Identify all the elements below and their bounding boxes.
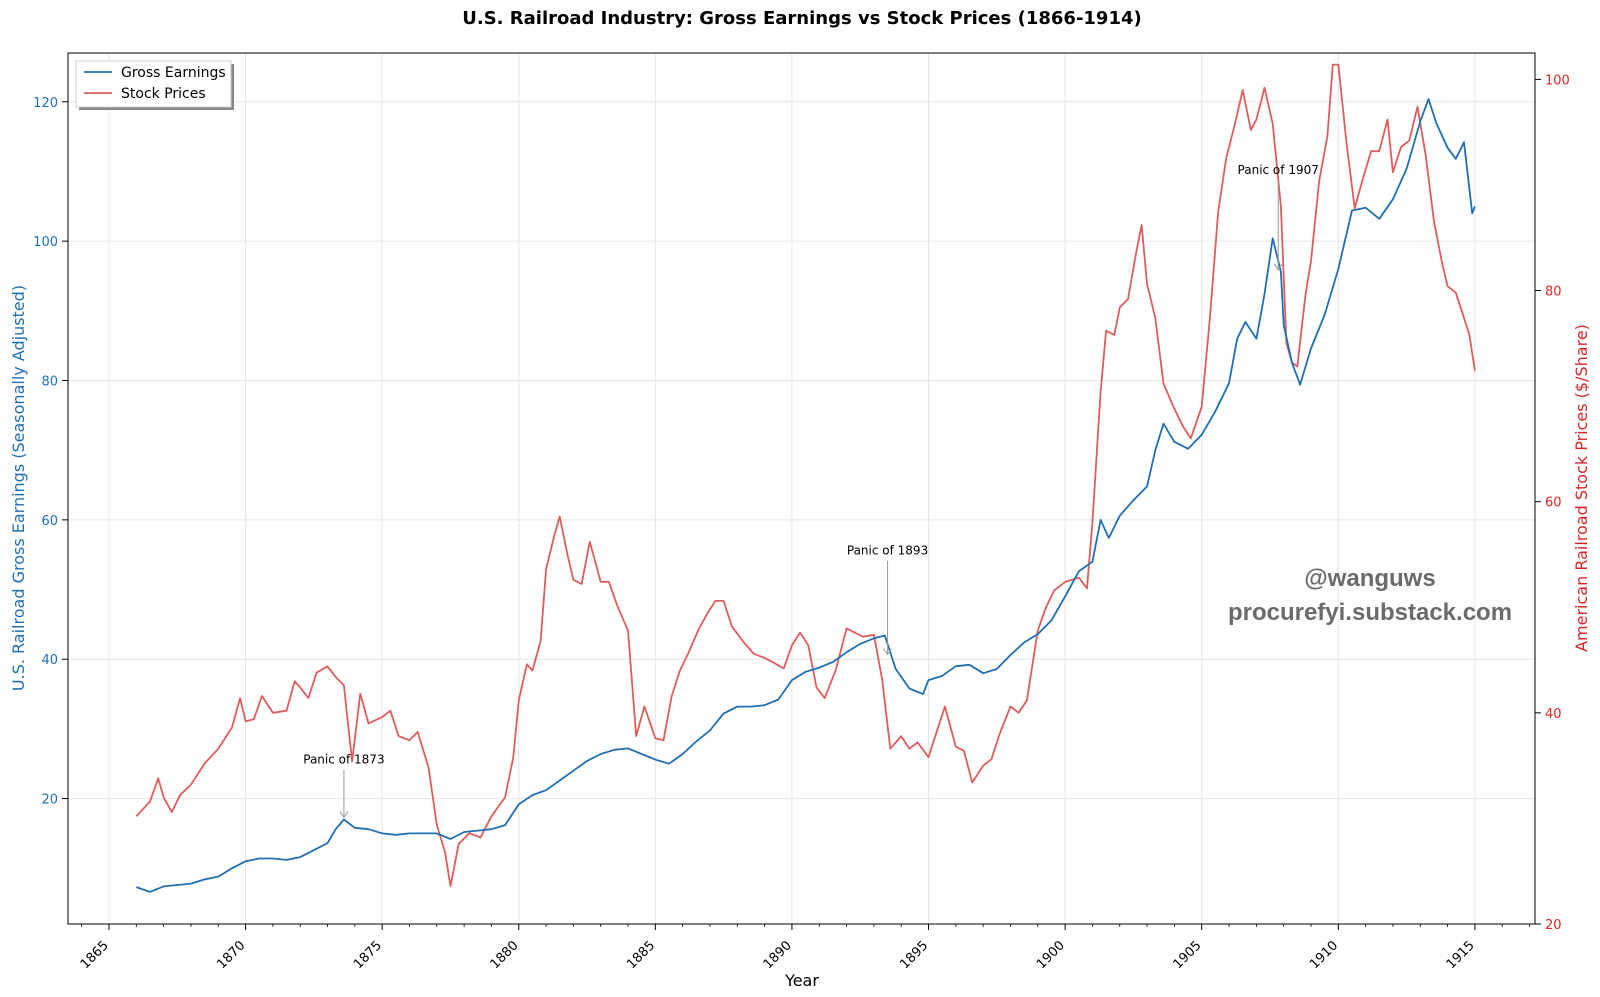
y-axis-left-label: U.S. Railroad Gross Earnings (Seasonally… (9, 285, 28, 691)
watermark-handle: @wanguws (1304, 565, 1435, 592)
annotation-arrowhead (1273, 263, 1283, 271)
annotations: Panic of 1873 Panic of 1893 Panic of 1907 (303, 163, 1319, 819)
y-right-tick-label: 60 (1545, 496, 1562, 511)
y-left-tick-label: 80 (41, 374, 58, 389)
y-right-tick-label: 100 (1545, 73, 1570, 88)
grid (68, 53, 1535, 924)
y-left-tick-label: 20 (41, 793, 58, 808)
series-layer (135, 63, 1476, 893)
y-axis-right: 20 40 60 80 100 (1535, 73, 1570, 933)
annotation-label: Panic of 1893 (847, 544, 928, 558)
annotation-arrowhead (883, 648, 892, 656)
y-left-tick-label: 120 (33, 96, 58, 111)
annotation-arrowhead (339, 811, 349, 819)
annotation-label: Panic of 1907 (1238, 163, 1319, 177)
series-line-gross-earnings (136, 98, 1476, 893)
y-right-tick-label: 40 (1545, 707, 1562, 722)
y-right-tick-label: 20 (1545, 918, 1562, 933)
watermark-site: procurefyi.substack.com (1228, 599, 1512, 626)
legend: Gross Earnings Stock Prices (75, 60, 234, 110)
y-left-tick-label: 60 (41, 514, 58, 529)
series-line-stock-prices (135, 63, 1476, 887)
y-axis-left: 20 40 60 80 100 120 (33, 96, 68, 808)
y-right-tick-label: 80 (1545, 285, 1562, 300)
y-left-tick-label: 100 (33, 235, 58, 250)
legend-box (75, 60, 232, 108)
plot-frame (67, 52, 1536, 925)
x-axis-label: Year (784, 971, 819, 990)
chart-title: U.S. Railroad Industry: Gross Earnings v… (462, 8, 1141, 29)
legend-label-earnings: Gross Earnings (121, 65, 226, 81)
legend-label-stocks: Stock Prices (121, 86, 206, 102)
y-left-tick-label: 40 (41, 653, 58, 668)
annotation-label: Panic of 1873 (303, 753, 384, 767)
y-axis-right-label: American Railroad Stock Prices ($/Share) (1572, 324, 1591, 652)
